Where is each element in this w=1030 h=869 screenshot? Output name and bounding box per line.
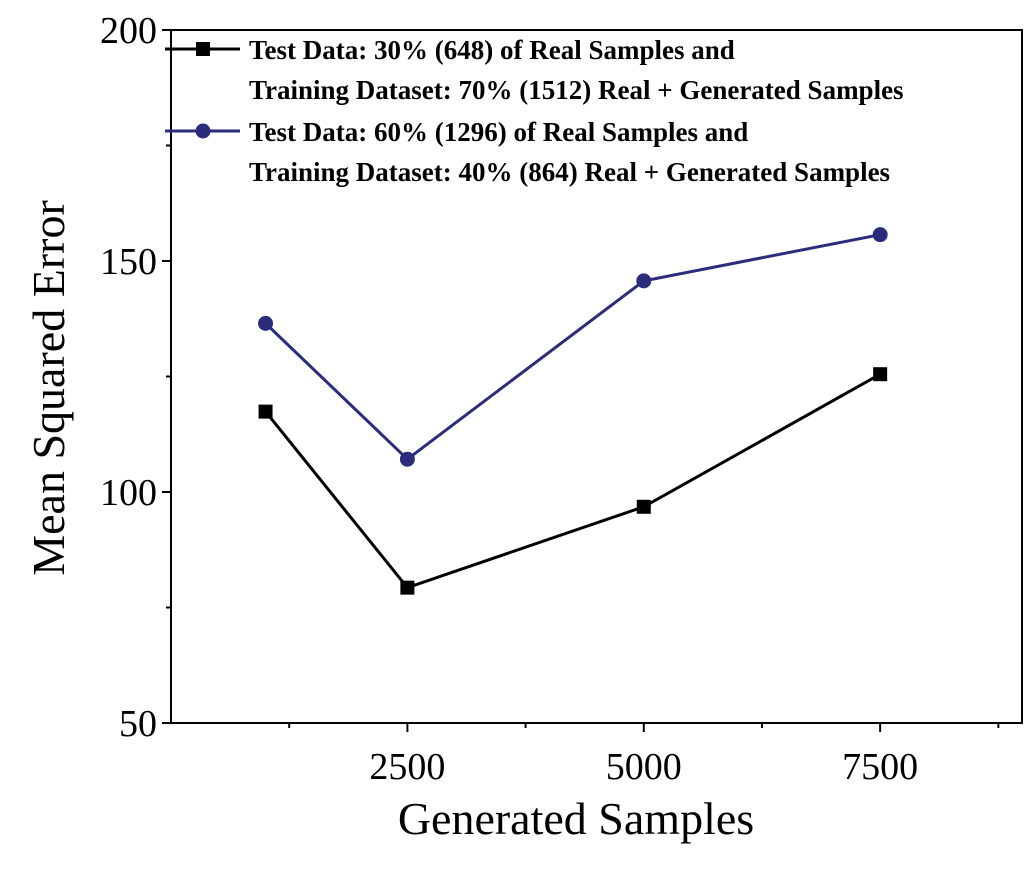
x-tick-label-2500: 2500 [369, 746, 445, 788]
series-2-point [258, 315, 274, 331]
y-tick-label-150: 150 [100, 241, 157, 283]
legend-swatch-marker [195, 123, 211, 139]
series-2-point [399, 451, 415, 467]
series-1-point [258, 404, 273, 419]
legend-label-line: Test Data: 60% (1296) of Real Samples an… [249, 117, 748, 147]
series-2-point [872, 227, 888, 243]
legend: Test Data: 30% (648) of Real Samples and… [165, 35, 904, 187]
series-layer [258, 227, 888, 595]
series-1-point [873, 367, 888, 382]
series-2-line [264, 233, 881, 462]
ticks: 50 100 150 200 2500 5000 7500 [100, 10, 1000, 788]
series-1-point [636, 499, 651, 514]
y-axis-label: Mean Squared Error [23, 200, 74, 576]
y-tick-label-200: 200 [100, 10, 157, 52]
legend-label-line: Training Dataset: 70% (1512) Real + Gene… [249, 75, 904, 105]
y-tick-label-50: 50 [119, 703, 157, 745]
series-1-line [264, 372, 881, 590]
legend-entry-2: Test Data: 60% (1296) of Real Samples an… [165, 117, 890, 187]
y-tick-label-100: 100 [100, 472, 157, 514]
series-2 [258, 227, 888, 467]
x-axis-label: Generated Samples [398, 793, 754, 844]
legend-swatch-marker [196, 42, 210, 56]
x-tick-label-5000: 5000 [606, 746, 682, 788]
legend-label-line: Test Data: 30% (648) of Real Samples and [249, 35, 735, 65]
legend-entry-1: Test Data: 30% (648) of Real Samples and… [165, 35, 904, 105]
x-tick-label-7500: 7500 [842, 746, 918, 788]
series-1-point [400, 580, 415, 595]
legend-label-line: Training Dataset: 40% (864) Real + Gener… [249, 157, 890, 187]
series-2-point [636, 273, 652, 289]
series-1 [258, 367, 888, 595]
